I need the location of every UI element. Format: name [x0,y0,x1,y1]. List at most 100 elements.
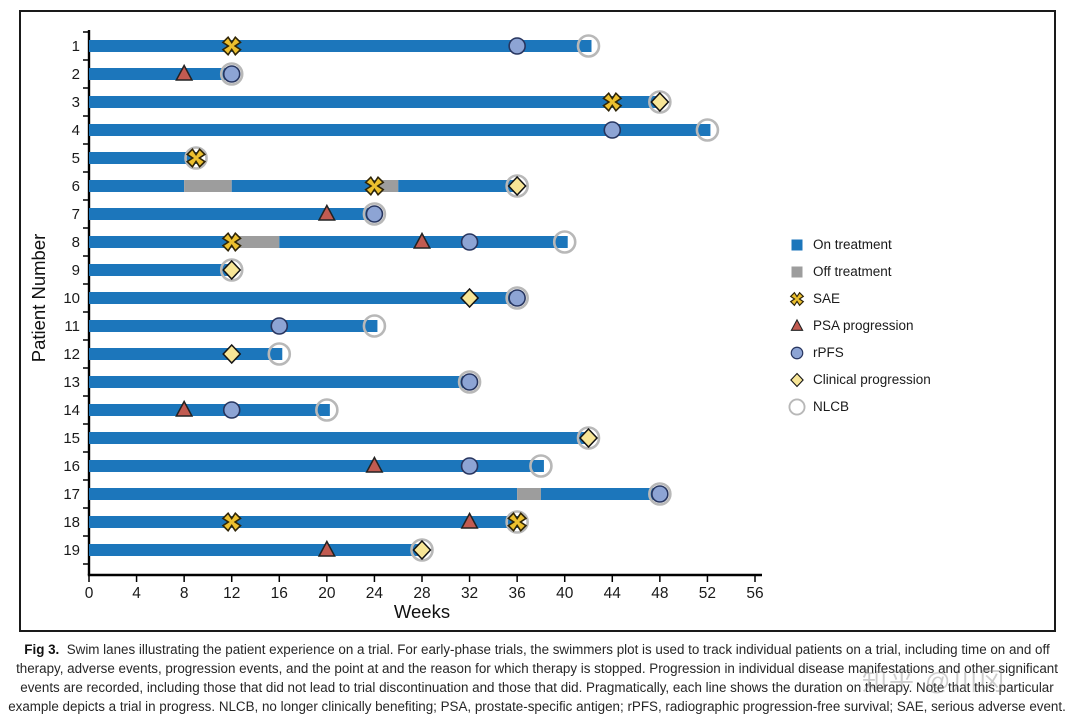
patient-lane: 8 [72,230,577,254]
patient-lane: 13 [63,370,482,394]
patient-number-label: 17 [63,486,80,503]
figure-caption: Fig 3. Swim lanes illustrating the patie… [0,640,1074,716]
off-legend-icon [791,266,803,277]
patient-lane: 5 [72,146,208,170]
x-axis-title: Weeks [394,601,450,622]
nlcb-marker-icon [505,174,529,198]
clinical-marker-icon [222,343,242,365]
clinical-marker-icon [650,91,670,113]
x-tick-label: 8 [180,585,189,602]
psa-marker-icon [790,318,804,331]
rpfs-marker-icon [651,485,669,503]
caption-label: Fig 3. [24,642,60,657]
sae-marker-icon [221,231,242,253]
legend-label: NLCB [813,399,850,414]
swimmer-chart: 0 4 8 12 16 20 24 28 32 36 40 44 48 52 56 Weeks Patient … [21,12,1054,630]
legend-item-clinical: Clinical progression [787,366,931,393]
nlcb-marker-icon [648,482,672,506]
off-treatment-bar-segment [184,180,232,192]
psa-marker-icon [317,539,336,557]
sae-marker-icon [602,91,623,113]
nlcb-marker-icon [219,258,244,282]
psa-marker-icon [365,455,384,473]
x-tick-label: 16 [271,585,288,602]
patient-number-label: 15 [63,430,80,447]
psa-marker-icon [460,511,479,529]
x-tick-label: 12 [223,585,240,602]
nlcb-marker-icon [788,398,806,415]
patient-lane: 16 [63,454,553,478]
legend-item-psa: PSA progression [787,312,931,339]
on-treatment-bar-segment [89,208,378,220]
patient-lane: 17 [63,482,672,506]
x-tick-label: 20 [318,585,336,602]
off-treatment-bar-segment [231,236,280,248]
rpfs-marker-icon [222,401,241,419]
caption-line-4: example depicts a trial in progress. NLC… [8,699,1066,714]
nlcb-legend-icon [788,398,806,415]
clinical-marker-icon [507,175,527,197]
rpfs-marker-icon [790,346,804,359]
patient-lane: 11 [64,314,387,338]
y-axis-title: Patient Number [28,234,49,363]
x-tick-label: 52 [699,585,716,602]
on-treatment-bar-segment [89,124,711,136]
patient-lane: 4 [72,118,720,142]
sae-marker-icon [221,511,242,533]
x-tick-label: 0 [85,585,94,602]
sae-marker-icon [364,175,385,197]
nlcb-marker-icon [552,230,577,254]
x-tick-label: 56 [746,585,763,602]
nlcb-marker-icon [410,538,434,562]
on-treatment-bar-segment [540,488,663,500]
off-treatment-swatch [791,266,803,277]
on-treatment-bar-segment [89,460,544,472]
patient-lane: 2 [72,62,244,86]
caption-line-2: therapy, adverse events, progression eve… [16,661,1058,676]
caption-text-1: Swim lanes illustrating the patient expe… [66,642,1050,657]
patient-number-label: 14 [63,402,80,419]
patient-number-label: 9 [72,262,80,279]
on-treatment-bar-segment [89,68,235,80]
rpfs-marker-icon [365,205,384,223]
on-treatment-bar-segment [89,544,425,556]
nlcb-marker-icon [648,90,672,114]
patient-number-label: 19 [63,542,80,559]
legend-item-off: Off treatment [787,258,931,285]
x-tick-label: 48 [651,585,668,602]
rpfs-marker-icon [603,121,622,139]
on-treatment-bar-segment [89,516,521,528]
on-treatment-bar-segment [89,432,592,444]
on-treatment-bar-segment [89,348,283,360]
patient-number-label: 12 [63,346,80,363]
x-tick-label: 24 [366,585,384,602]
psa-marker-icon [317,203,336,221]
legend-item-on: On treatment [787,231,931,258]
nlcb-marker-icon [267,342,292,366]
patient-number-label: 8 [72,234,80,251]
legend: On treatment Off treatment SAE PSA progress… [787,231,931,420]
legend-item-rpfs: rPFS [787,339,931,366]
psa-marker-icon [175,63,194,81]
patient-number-label: 10 [63,290,80,307]
figure-box: 0 4 8 12 16 20 24 28 32 36 40 44 48 52 56 Weeks Patient … [19,10,1056,632]
on-treatment-bar-segment [89,376,473,388]
on-treatment-bar-segment [89,96,663,108]
patient-lane: 19 [63,538,434,562]
rpfs-marker-icon [222,65,241,83]
caption-line-3: events are recorded, including those tha… [20,680,1054,695]
patient-number-label: 11 [64,318,80,335]
legend-item-nlcb: NLCB [787,393,931,420]
on-treatment-swatch [791,239,803,250]
patient-number-label: 7 [72,206,80,223]
on-treatment-bar-segment [231,180,375,192]
patient-number-label: 4 [72,122,80,139]
legend-item-sae: SAE [787,285,931,312]
nlcb-marker-icon [457,370,482,394]
psa-legend-icon [790,318,804,331]
on-treatment-bar-segment [89,152,200,164]
patient-lane: 12 [63,342,292,366]
rpfs-legend-icon [790,346,804,359]
x-tick-label: 36 [509,585,526,602]
on-treatment-bar-segment [398,180,521,192]
